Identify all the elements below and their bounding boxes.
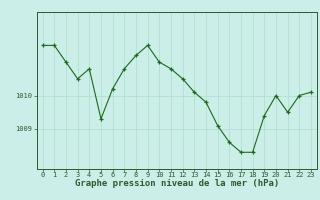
X-axis label: Graphe pression niveau de la mer (hPa): Graphe pression niveau de la mer (hPa)	[75, 179, 279, 188]
